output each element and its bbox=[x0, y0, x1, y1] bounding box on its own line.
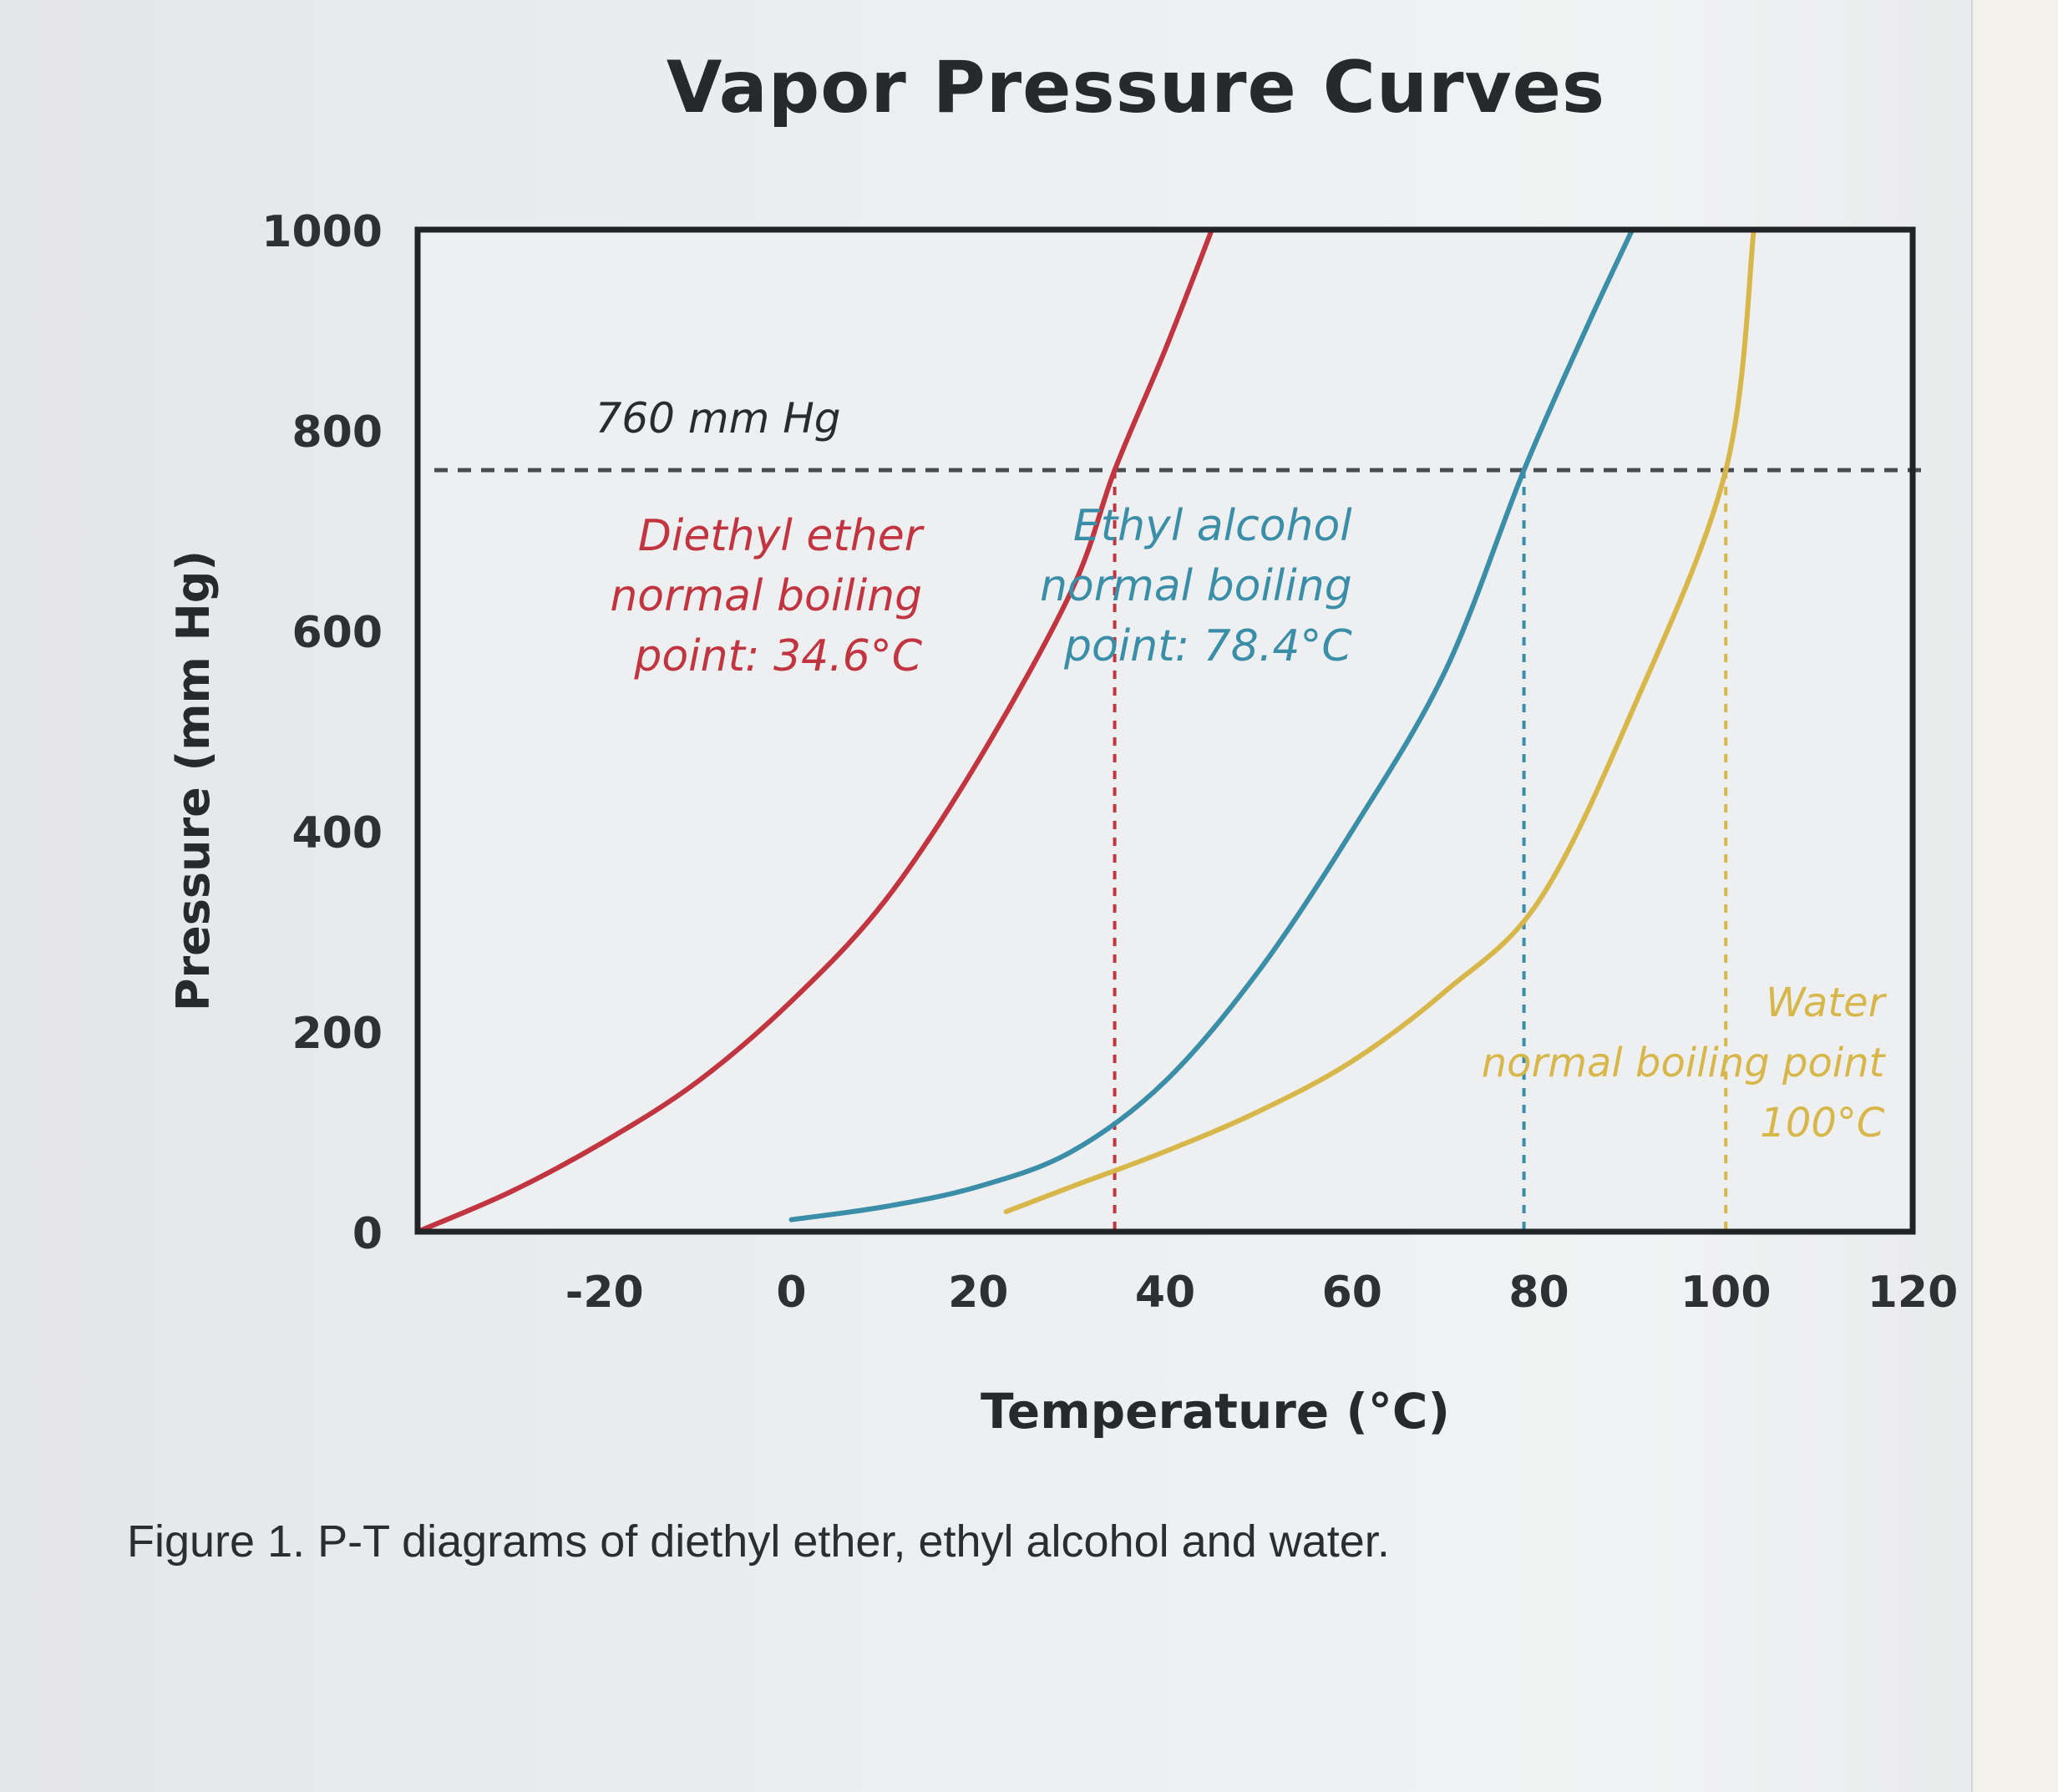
plot-frame bbox=[414, 226, 1916, 1235]
y-tick-label: 0 bbox=[352, 1209, 383, 1259]
x-tick-label: 100 bbox=[1680, 1268, 1772, 1318]
ethanol-label-line: Ethyl alcohol bbox=[1073, 501, 1352, 551]
ether-label-line: point: 34.6°C bbox=[633, 631, 922, 681]
y-tick-label: 1000 bbox=[261, 207, 383, 257]
water-label-line: normal boiling point bbox=[1482, 1040, 1887, 1086]
water-curve bbox=[1003, 230, 1756, 1214]
x-tick-label: 20 bbox=[948, 1268, 1008, 1318]
ethanol-label-line: point: 78.4°C bbox=[1063, 621, 1352, 671]
ethanol-curve bbox=[788, 230, 1635, 1223]
water-label-line: 100°C bbox=[1760, 1100, 1885, 1147]
y-tick-label: 600 bbox=[291, 608, 383, 658]
water-label-line: Water bbox=[1766, 980, 1888, 1026]
series-layer bbox=[418, 230, 1756, 1232]
figure-caption: Figure 1. P-T diagrams of diethyl ether,… bbox=[127, 1516, 1390, 1567]
ether-label-line: Diethyl ether bbox=[638, 511, 925, 561]
ether-curve bbox=[418, 230, 1214, 1232]
paper-edge bbox=[1971, 0, 2058, 1792]
x-tick-label: 120 bbox=[1868, 1268, 1959, 1318]
x-axis-label: Temperature (°C) bbox=[981, 1383, 1450, 1440]
reference-line-label: 760 mm Hg bbox=[596, 394, 841, 443]
x-tick-label: 40 bbox=[1135, 1268, 1195, 1318]
y-tick-label: 400 bbox=[291, 808, 383, 858]
ethanol-label-line: normal boiling bbox=[1040, 561, 1352, 611]
x-tick-label: 0 bbox=[776, 1268, 806, 1318]
x-tick-label: 60 bbox=[1322, 1268, 1382, 1318]
ether-label-line: normal boiling bbox=[610, 571, 922, 621]
y-tick-label: 800 bbox=[291, 408, 383, 458]
x-tick-label: -20 bbox=[565, 1268, 644, 1318]
plot-background bbox=[418, 230, 1913, 1232]
chart-title: Vapor Pressure Curves bbox=[666, 46, 1606, 129]
y-tick-label: 200 bbox=[291, 1009, 383, 1059]
y-axis-label: Pressure (mm Hg) bbox=[167, 550, 220, 1011]
x-tick-label: 80 bbox=[1508, 1268, 1569, 1318]
plot-area: 0 200 400 600 800 1000 -20 0 20 40 60 80 100 120 Tempe… bbox=[167, 207, 1958, 1440]
